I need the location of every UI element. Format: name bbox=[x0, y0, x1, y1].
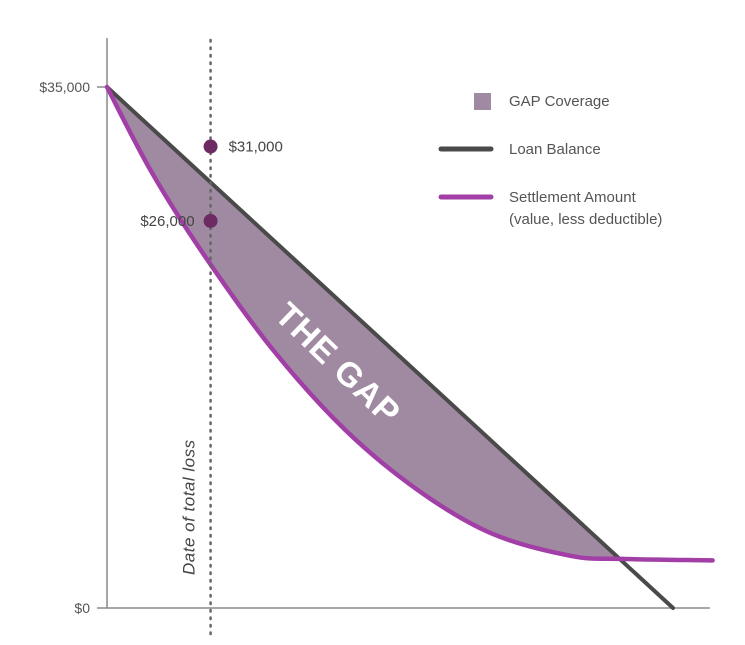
settlement-amount-curve bbox=[104, 84, 715, 563]
legend-label: GAP Coverage bbox=[509, 93, 610, 110]
series-lines bbox=[104, 84, 715, 610]
legend-sublabel: (value, less deductible) bbox=[509, 211, 662, 228]
legend-label: Loan Balance bbox=[509, 141, 601, 158]
value-point bbox=[203, 139, 218, 154]
annotation-points: $31,000 $26,000 bbox=[140, 139, 282, 230]
date-of-loss-label: Date of total loss bbox=[180, 439, 199, 575]
value-point-label: $31,000 bbox=[229, 139, 283, 156]
value-point-label: $26,000 bbox=[140, 213, 194, 230]
axes bbox=[106, 38, 710, 609]
legend-label: Settlement Amount bbox=[509, 189, 637, 206]
date-of-loss-marker: Date of total loss bbox=[180, 38, 212, 642]
legend: GAP Coverage Loan Balance Settlement Amoun… bbox=[438, 93, 662, 228]
legend-swatch-gap-coverage bbox=[474, 93, 491, 110]
loan-balance-line bbox=[105, 85, 675, 610]
y-tick-label: $35,000 bbox=[39, 79, 90, 95]
value-point bbox=[203, 213, 218, 228]
y-tick-labels: $35,000 $0 bbox=[39, 79, 107, 616]
y-tick-label: $0 bbox=[74, 600, 90, 616]
